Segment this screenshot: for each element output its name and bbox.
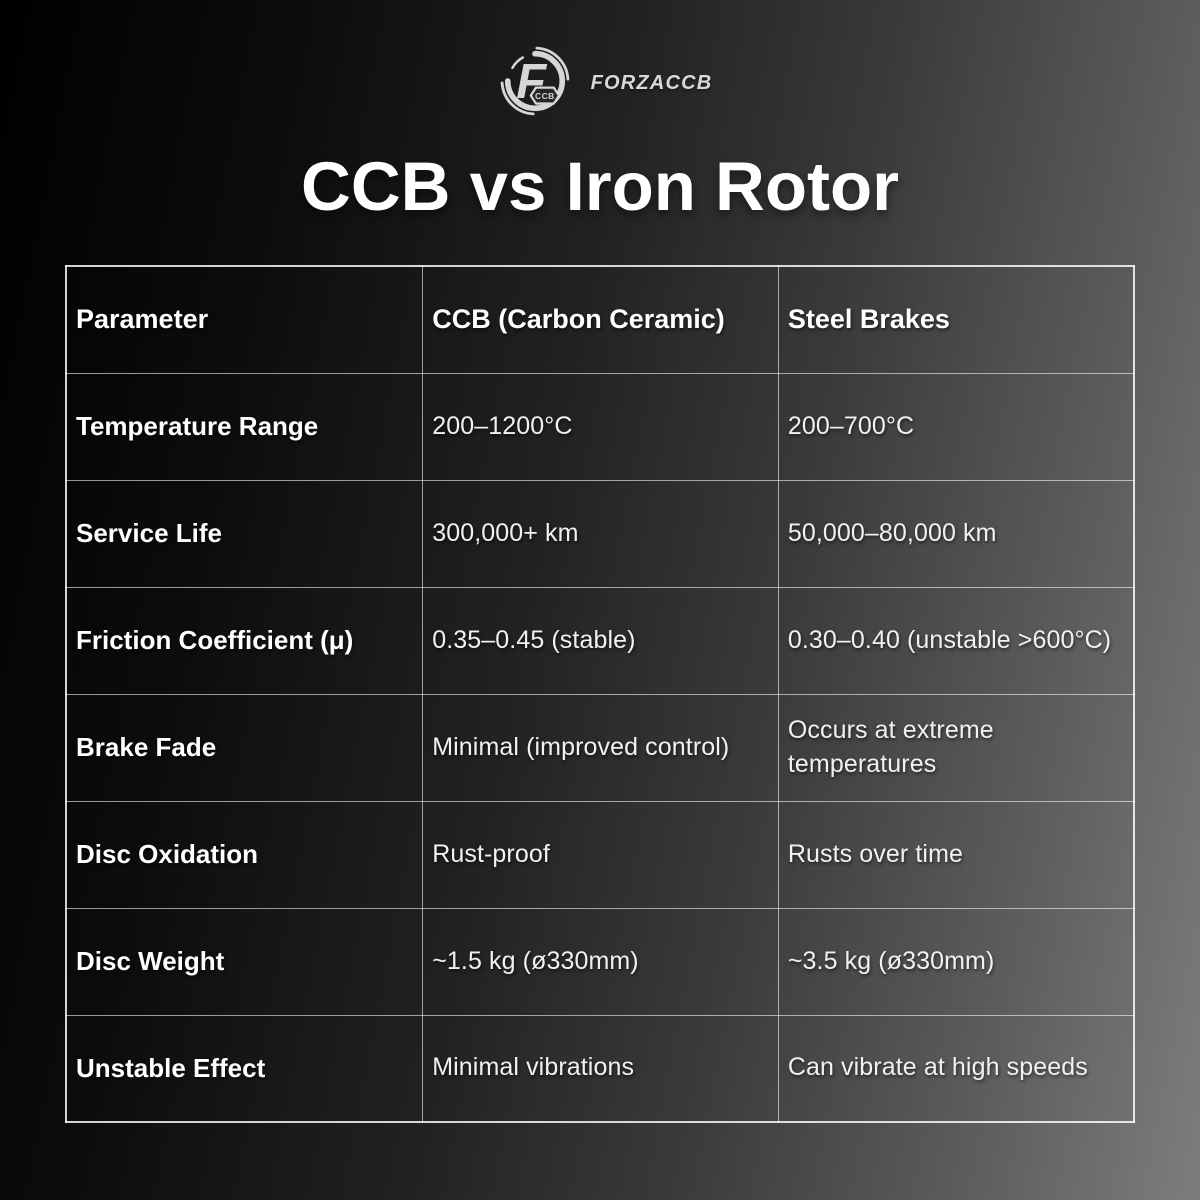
parameter-cell: Friction Coefficient (μ) xyxy=(65,586,424,695)
ccb-value-cell: Minimal (improved control) xyxy=(422,693,779,802)
parameter-cell: Unstable Effect xyxy=(65,1014,424,1123)
parameter-cell: Temperature Range xyxy=(65,372,424,481)
ccb-value-cell: 0.35–0.45 (stable) xyxy=(422,586,779,695)
ccb-value-cell: 300,000+ km xyxy=(422,479,779,588)
ccb-value-cell: 200–1200°C xyxy=(422,372,779,481)
table-row: Disc Oxidation Rust-proof Rusts over tim… xyxy=(65,800,1135,909)
table-row: Friction Coefficient (μ) 0.35–0.45 (stab… xyxy=(65,586,1135,695)
parameter-cell: Disc Weight xyxy=(65,907,424,1016)
ccb-value-cell: Minimal vibrations xyxy=(422,1014,779,1123)
steel-value-cell: ~3.5 kg (ø330mm) xyxy=(777,907,1135,1016)
table-row: Service Life 300,000+ km 50,000–80,000 k… xyxy=(65,479,1135,588)
table-row: Disc Weight ~1.5 kg (ø330mm) ~3.5 kg (ø3… xyxy=(65,907,1135,1016)
column-header-steel: Steel Brakes xyxy=(777,265,1135,374)
comparison-table: Parameter CCB (Carbon Ceramic) Steel Bra… xyxy=(65,265,1135,1123)
parameter-cell: Service Life xyxy=(65,479,424,588)
steel-value-cell: Occurs at extreme temperatures xyxy=(777,693,1135,802)
table-header-row: Parameter CCB (Carbon Ceramic) Steel Bra… xyxy=(65,265,1135,374)
brand-name: FORZACCB xyxy=(590,71,713,94)
steel-value-cell: 0.30–0.40 (unstable >600°C) xyxy=(777,586,1135,695)
page-title: CCB vs Iron Rotor xyxy=(300,148,900,225)
table-row: Temperature Range 200–1200°C 200–700°C xyxy=(65,372,1135,481)
parameter-cell: Disc Oxidation xyxy=(65,800,424,909)
table-row: Brake Fade Minimal (improved control) Oc… xyxy=(65,693,1135,802)
steel-value-cell: 50,000–80,000 km xyxy=(777,479,1135,588)
table-row: Unstable Effect Minimal vibrations Can v… xyxy=(65,1014,1135,1123)
steel-value-cell: Rusts over time xyxy=(777,800,1135,909)
steel-value-cell: 200–700°C xyxy=(777,372,1135,481)
ccb-value-cell: ~1.5 kg (ø330mm) xyxy=(422,907,779,1016)
ccb-value-cell: Rust-proof xyxy=(422,800,779,909)
parameter-cell: Brake Fade xyxy=(65,693,424,802)
logo-hexagon xyxy=(529,86,560,105)
forzaccb-logo-icon: F CCB xyxy=(500,46,569,116)
logo-badge-text: CCB xyxy=(535,91,555,101)
steel-value-cell: Can vibrate at high speeds xyxy=(777,1014,1135,1123)
brand-logo: F CCB FORZACCB xyxy=(0,34,1200,128)
column-header-ccb: CCB (Carbon Ceramic) xyxy=(422,265,779,374)
column-header-parameter: Parameter xyxy=(65,265,424,374)
